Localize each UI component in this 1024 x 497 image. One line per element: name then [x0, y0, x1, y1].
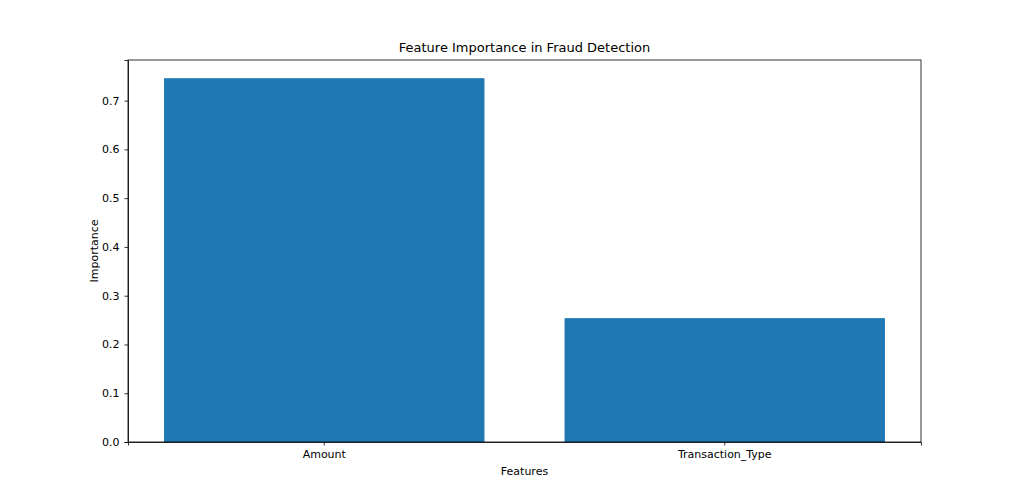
y-tick-label: 0.6	[102, 143, 120, 156]
bar	[565, 318, 885, 442]
y-tick: 0.5	[102, 192, 128, 205]
y-tick: 0.4	[102, 241, 128, 254]
y-axis: 0.0 0.1 0.2 0.3 0.4 0.5 0.6 0.7	[102, 61, 129, 450]
y-tick: 0.6	[102, 143, 128, 156]
x-axis: Amount Transaction_Type	[129, 442, 922, 461]
y-tick: 0.2	[102, 338, 128, 351]
y-tick-label: 0.7	[102, 95, 120, 108]
x-tick-mark	[724, 442, 725, 446]
chart-svg: 0.0 0.1 0.2 0.3 0.4 0.5 0.6 0.7 Amount Transactio…	[0, 0, 1024, 497]
y-tick-label: 0.2	[102, 338, 120, 351]
x-tick: Amount	[303, 442, 347, 461]
x-axis-title: Features	[501, 465, 549, 478]
y-tick-label: 0.4	[102, 241, 120, 254]
x-tick-label: Amount	[303, 448, 347, 461]
y-tick-mark	[125, 101, 129, 102]
y-tick-label: 0.0	[102, 436, 120, 449]
plot-area	[164, 78, 885, 442]
x-axis-line	[129, 443, 922, 446]
y-tick-mark	[125, 344, 129, 345]
y-tick: 0.3	[102, 290, 128, 303]
y-axis-title: Importance	[88, 219, 101, 282]
bar	[164, 78, 484, 442]
x-tick-mark	[324, 442, 325, 446]
y-tick-mark	[125, 198, 129, 199]
y-tick-label: 0.5	[102, 192, 120, 205]
y-tick: 0.0	[102, 436, 128, 449]
x-tick-label: Transaction_Type	[677, 448, 772, 461]
y-tick-mark	[125, 247, 129, 248]
x-tick: Transaction_Type	[677, 442, 772, 461]
y-tick-mark	[125, 393, 129, 394]
y-tick-mark	[125, 442, 129, 443]
y-axis-line	[125, 61, 129, 443]
y-tick: 0.7	[102, 95, 128, 108]
chart-title: Feature Importance in Fraud Detection	[399, 40, 651, 55]
y-tick-mark	[125, 149, 129, 150]
y-tick-label: 0.1	[102, 387, 120, 400]
y-tick-label: 0.3	[102, 290, 120, 303]
plot-frame	[128, 60, 921, 442]
chart-container: 0.0 0.1 0.2 0.3 0.4 0.5 0.6 0.7 Amount Transactio…	[0, 0, 1024, 497]
y-tick: 0.1	[102, 387, 128, 400]
y-tick-mark	[125, 296, 129, 297]
